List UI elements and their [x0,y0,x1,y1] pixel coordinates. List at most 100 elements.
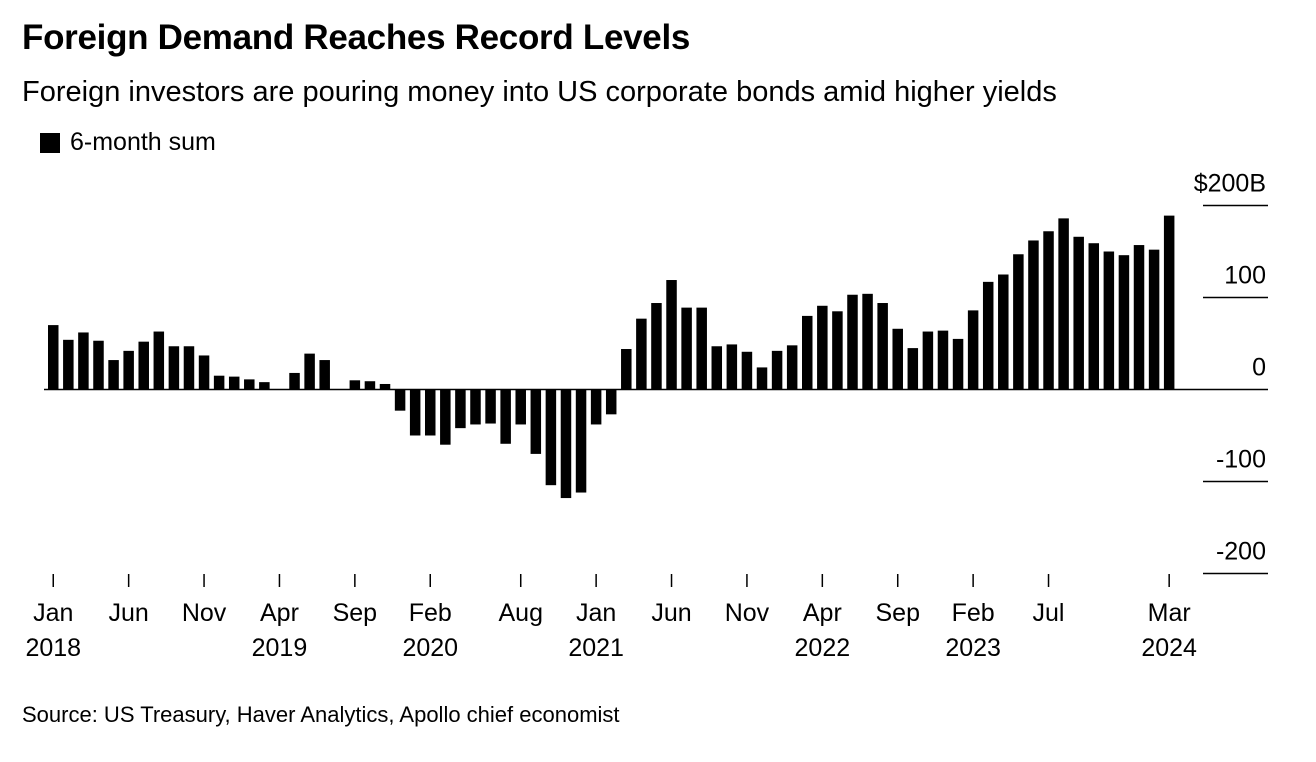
x-tick-month: Jun [108,599,148,627]
bar-2022-01 [771,350,783,390]
bar-2024-01 [1133,245,1145,390]
bar-2023-01 [952,338,964,390]
bars [48,215,1175,499]
x-tick-year: 2019 [252,634,308,662]
y-tick-label: 100 [1224,262,1266,290]
x-tick-month: Nov [725,599,770,627]
bar-2018-08 [153,331,165,390]
x-tick-year: 2022 [795,634,851,662]
bar-2018-09 [168,346,180,390]
y-tick-label: -100 [1216,446,1266,474]
bar-2022-05 [832,311,843,390]
chart-title: Foreign Demand Reaches Record Levels [22,18,691,57]
bar-2019-01 [228,376,240,390]
bar-2020-02 [425,389,436,436]
bar-2020-01 [409,389,421,436]
bar-2021-03 [621,349,632,390]
legend: 6-month sum [40,128,216,157]
x-tick-month: Mar [1148,599,1191,627]
bar-2023-06 [1028,240,1039,390]
bar-2020-08 [515,389,526,425]
bar-2018-10 [183,346,195,390]
x-tick-month: Sep [333,599,377,627]
bar-2023-02 [967,310,979,390]
bar-2021-02 [605,389,617,415]
source-note: Source: US Treasury, Haver Analytics, Ap… [22,702,620,727]
bar-2023-05 [1013,254,1024,390]
bar-2021-06 [666,280,677,390]
legend-label: 6-month sum [70,128,216,156]
bar-2020-06 [485,389,496,424]
bar-2021-01 [590,389,602,425]
bar-2020-09 [530,389,542,454]
bar-2021-07 [681,307,692,390]
bar-2019-10 [364,381,376,390]
x-tick-month: Nov [182,599,227,627]
bar-2021-10 [726,344,738,390]
bar-2024-03 [1163,215,1175,390]
bar-2020-11 [560,389,572,499]
bar-2018-04 [93,340,104,390]
bar-2018-11 [198,355,210,390]
bar-2022-03 [802,315,813,390]
x-tick-month: Feb [409,599,452,627]
bar-2021-09 [711,346,723,390]
x-tick-month: Sep [875,599,919,627]
x-tick-year: 2024 [1141,634,1197,662]
bar-chart: $200B 100 0 -100 -200 Jan 2018 Jun Nov Apr 2019 Se… [25,170,1268,662]
bar-2019-02 [244,379,255,390]
bar-2020-07 [500,389,511,444]
x-axis: Jan 2018 Jun Nov Apr 2019 Sep Feb 2020 Aug Jan 2021… [25,574,1197,662]
x-tick-month: Jan [33,599,73,627]
x-tick-year: 2023 [945,634,1001,662]
bar-2020-04 [455,389,466,429]
x-tick-month: Aug [498,599,542,627]
x-tick-month: Apr [803,599,842,627]
bar-2019-03 [259,382,270,390]
bar-2021-12 [756,367,768,390]
bar-2023-04 [998,274,1009,390]
x-tick-month: Feb [952,599,995,627]
bar-2023-08 [1058,218,1069,390]
bar-2023-09 [1073,236,1084,390]
bar-2019-05 [289,372,300,390]
bar-2023-03 [982,281,994,390]
bar-2022-04 [817,305,828,390]
bar-2019-09 [349,380,361,390]
bar-2022-02 [786,345,798,390]
bar-2019-12 [394,389,406,411]
bar-2023-10 [1088,243,1100,390]
chart-subtitle: Foreign investors are pouring money into… [22,76,1057,108]
bar-2019-06 [304,353,315,390]
x-tick-month: Apr [260,599,299,627]
bar-2022-12 [937,330,949,390]
bar-2018-02 [63,339,74,390]
bar-2023-11 [1103,251,1115,390]
bar-2020-12 [575,389,587,493]
bar-2022-07 [862,293,873,390]
bar-2023-07 [1043,231,1054,390]
y-tick-label: -200 [1216,538,1266,566]
y-axis: $200B 100 0 -100 -200 [1194,170,1268,575]
bar-2020-05 [470,389,481,425]
bar-2020-03 [440,389,451,445]
bar-2018-07 [138,341,149,390]
bar-2019-11 [379,383,391,390]
bar-2024-02 [1148,249,1160,390]
y-tick-label: 0 [1252,354,1266,382]
legend-swatch [40,132,60,153]
bar-2022-06 [847,294,858,390]
x-tick-month: Jun [651,599,691,627]
bar-2018-06 [123,350,134,390]
bar-2022-11 [922,331,934,390]
bar-2022-08 [877,303,888,390]
bar-2021-11 [741,351,753,390]
x-tick-year: 2018 [25,634,81,662]
bar-2021-05 [651,303,662,390]
bar-2019-07 [319,360,330,390]
bar-2018-01 [48,325,59,390]
bar-2021-04 [636,318,647,390]
bar-2022-09 [892,328,903,390]
x-tick-year: 2021 [568,634,624,662]
bar-2018-05 [108,360,119,390]
